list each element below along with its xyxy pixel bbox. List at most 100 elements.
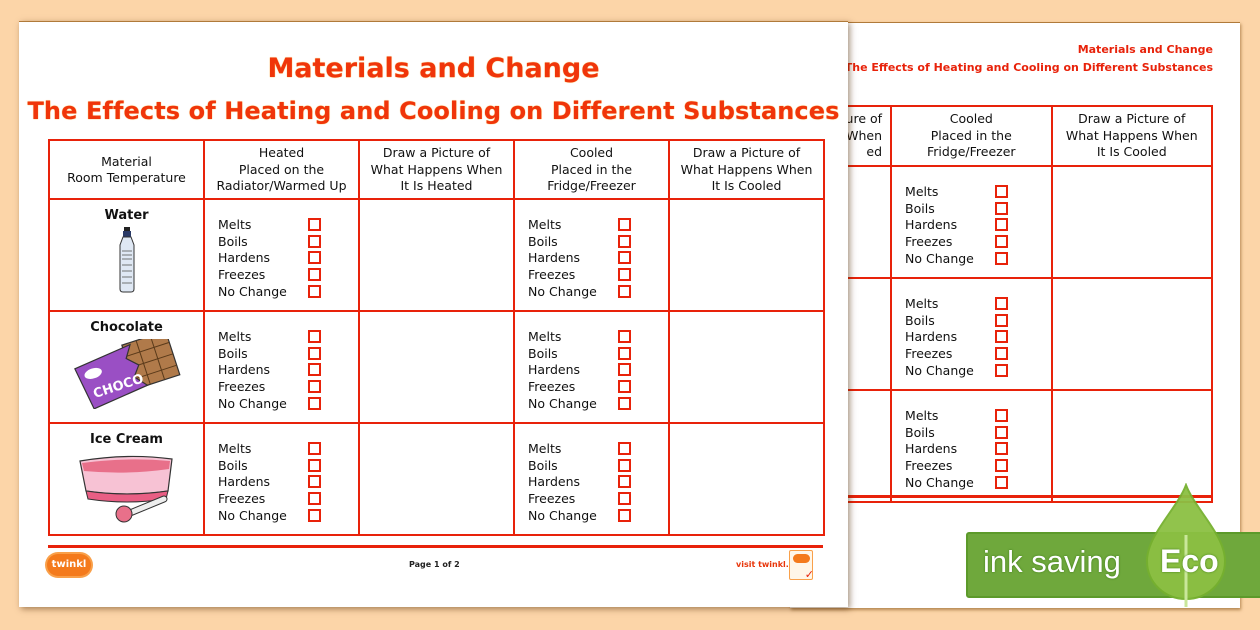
back-drawing-cell[interactable] [1050, 277, 1214, 391]
checkbox[interactable] [995, 234, 1009, 248]
checkbox[interactable] [308, 396, 321, 410]
worksheet-table: Material Room Temperature Heated Placed … [48, 139, 825, 536]
option-row: Boils [218, 233, 358, 250]
eco-label: Eco [1160, 543, 1219, 579]
checkbox[interactable] [308, 363, 321, 377]
back-drawing-cell[interactable] [1050, 165, 1214, 279]
checkbox[interactable] [618, 363, 631, 377]
draw-heated-cell[interactable] [358, 422, 515, 536]
option-list: Melts Boils Hardens Freezes No Change [892, 391, 1050, 490]
checkbox[interactable] [308, 491, 321, 505]
checkbox[interactable] [995, 201, 1009, 215]
option-row: Freezes [218, 266, 358, 283]
checkbox[interactable] [308, 508, 321, 522]
option-row: Freezes [218, 490, 358, 507]
footer-divider [830, 495, 1213, 498]
back-table-row: Melts Boils Hardens Freezes No Change [829, 165, 1214, 279]
back-page-title: Materials and Change [1077, 43, 1213, 56]
header-line: Radiator/Warmed Up [216, 178, 347, 194]
option-label: Melts [905, 407, 939, 423]
option-row: Hardens [218, 249, 358, 266]
water-bottle-icon [119, 227, 134, 293]
checkbox[interactable] [618, 508, 631, 522]
header-line: Room Temperature [67, 170, 186, 185]
checkbox[interactable] [618, 396, 631, 410]
checkbox[interactable] [995, 330, 1009, 344]
checkbox[interactable] [618, 251, 631, 265]
checkbox[interactable] [618, 284, 631, 298]
option-label: Boils [218, 233, 248, 249]
checkbox[interactable] [618, 458, 631, 472]
option-list: Melts Boils Hardens Freezes No Change [205, 200, 358, 299]
checkbox[interactable] [618, 346, 631, 360]
checkbox[interactable] [308, 458, 321, 472]
material-name: Ice Cream [90, 432, 163, 447]
checkbox[interactable] [618, 267, 631, 281]
option-row: Melts [528, 440, 668, 457]
checkbox[interactable] [618, 491, 631, 505]
draw-cooled-cell[interactable] [668, 198, 825, 312]
option-label: Freezes [905, 457, 953, 473]
option-label: Hardens [528, 474, 581, 490]
option-label: Hardens [905, 441, 958, 457]
checkbox[interactable] [308, 251, 321, 265]
option-label: Melts [218, 440, 252, 456]
option-label: Boils [905, 200, 935, 216]
option-label: Melts [528, 216, 562, 232]
checkbox[interactable] [995, 346, 1009, 360]
checkbox[interactable] [995, 458, 1009, 472]
heated-options: Melts Boils Hardens Freezes No Change [203, 310, 360, 424]
option-row: Hardens [218, 361, 358, 378]
checkbox[interactable] [995, 425, 1009, 439]
page-number: Page 1 of 2 [409, 560, 460, 569]
checkbox[interactable] [618, 329, 631, 343]
checkbox[interactable] [618, 379, 631, 393]
option-row: Boils [905, 200, 1050, 217]
checkbox[interactable] [995, 251, 1009, 265]
option-row: Hardens [905, 216, 1050, 233]
checkbox[interactable] [308, 234, 321, 248]
option-row: No Change [218, 283, 358, 300]
checkbox[interactable] [618, 475, 631, 489]
checkbox[interactable] [618, 234, 631, 248]
draw-cooled-cell[interactable] [668, 422, 825, 536]
draw-heated-cell[interactable] [358, 310, 515, 424]
checkbox[interactable] [995, 218, 1009, 232]
option-row: Freezes [905, 345, 1050, 362]
checkbox[interactable] [995, 184, 1009, 198]
footer-divider [48, 545, 823, 548]
checkbox[interactable] [308, 267, 321, 281]
material-name: Water [104, 208, 149, 223]
option-list: Melts Boils Hardens Freezes No Change [515, 200, 668, 299]
header-line: What Happens When [1065, 127, 1198, 143]
checkbox[interactable] [995, 408, 1009, 422]
back-header-cooled: Cooled Placed in the Fridge/Freezer [890, 105, 1053, 167]
checkbox[interactable] [995, 442, 1009, 456]
checkbox[interactable] [995, 296, 1009, 310]
checkbox[interactable] [308, 346, 321, 360]
draw-heated-cell[interactable] [358, 198, 515, 312]
checkbox[interactable] [308, 379, 321, 393]
checkbox[interactable] [618, 441, 631, 455]
checkbox[interactable] [995, 313, 1009, 327]
checkbox[interactable] [308, 284, 321, 298]
option-row: Melts [218, 440, 358, 457]
checkbox[interactable] [995, 363, 1009, 377]
option-row: Freezes [528, 378, 668, 395]
cooled-options: Melts Boils Hardens Freezes No Change [513, 310, 670, 424]
checkbox[interactable] [618, 217, 631, 231]
checkbox[interactable] [308, 441, 321, 455]
checkbox[interactable] [995, 475, 1009, 489]
option-row: Boils [528, 233, 668, 250]
page-title: Materials and Change [267, 53, 600, 84]
option-row: No Change [905, 474, 1050, 491]
checkbox[interactable] [308, 329, 321, 343]
header-draw-cooled: Draw a Picture of What Happens When It I… [668, 139, 825, 200]
visit-link[interactable]: visit twinkl.ie [736, 560, 797, 569]
checkbox[interactable] [308, 217, 321, 231]
back-cooled-options: Melts Boils Hardens Freezes No Change [890, 389, 1053, 503]
draw-cooled-cell[interactable] [668, 310, 825, 424]
checkbox[interactable] [308, 475, 321, 489]
option-label: Melts [905, 183, 939, 199]
option-row: Boils [905, 312, 1050, 329]
